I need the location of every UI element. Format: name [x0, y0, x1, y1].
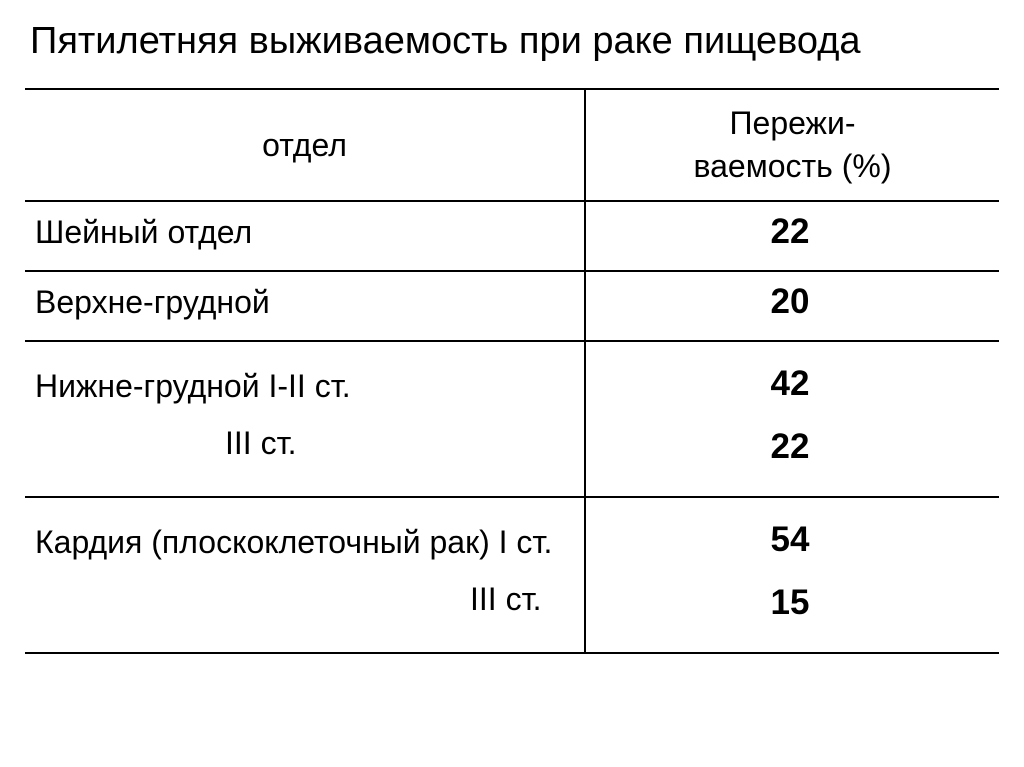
table-row: Верхне-грудной 20	[25, 271, 999, 341]
table-row: Кардия (плоскоклеточный рак) I ст. III с…	[25, 497, 999, 653]
row-label: Нижне-грудной I-II ст. III ст.	[25, 341, 585, 497]
row-label-line1: Кардия (плоскоклеточный рак) I ст.	[35, 524, 552, 560]
row-label: Верхне-грудной	[25, 271, 585, 341]
row-value-line1: 54	[771, 520, 810, 559]
row-value-line2: 15	[771, 583, 810, 622]
header-col1: отдел	[25, 89, 585, 201]
header-col2: Пережи- ваемость (%)	[585, 89, 999, 201]
table-row: Нижне-грудной I-II ст. III ст. 42 22	[25, 341, 999, 497]
header-col2-line2: ваемость (%)	[693, 148, 891, 184]
row-value-line1: 42	[771, 364, 810, 403]
row-label: Кардия (плоскоклеточный рак) I ст. III с…	[25, 497, 585, 653]
row-label: Шейный отдел	[25, 201, 585, 271]
row-value-line2: 22	[771, 427, 810, 466]
row-label-line2: III ст.	[35, 415, 297, 473]
row-value: 54 15	[585, 497, 999, 653]
row-label-line2: III ст.	[35, 571, 542, 629]
survival-table: отдел Пережи- ваемость (%) Шейный отдел …	[25, 88, 999, 654]
row-value: 42 22	[585, 341, 999, 497]
row-value: 22	[585, 201, 999, 271]
header-row: отдел Пережи- ваемость (%)	[25, 89, 999, 201]
row-label-line1: Нижне-грудной I-II ст.	[35, 368, 351, 404]
table-title: Пятилетняя выживаемость при раке пищевод…	[25, 20, 999, 63]
row-value: 20	[585, 271, 999, 341]
table-row: Шейный отдел 22	[25, 201, 999, 271]
header-col2-line1: Пережи-	[730, 105, 856, 141]
